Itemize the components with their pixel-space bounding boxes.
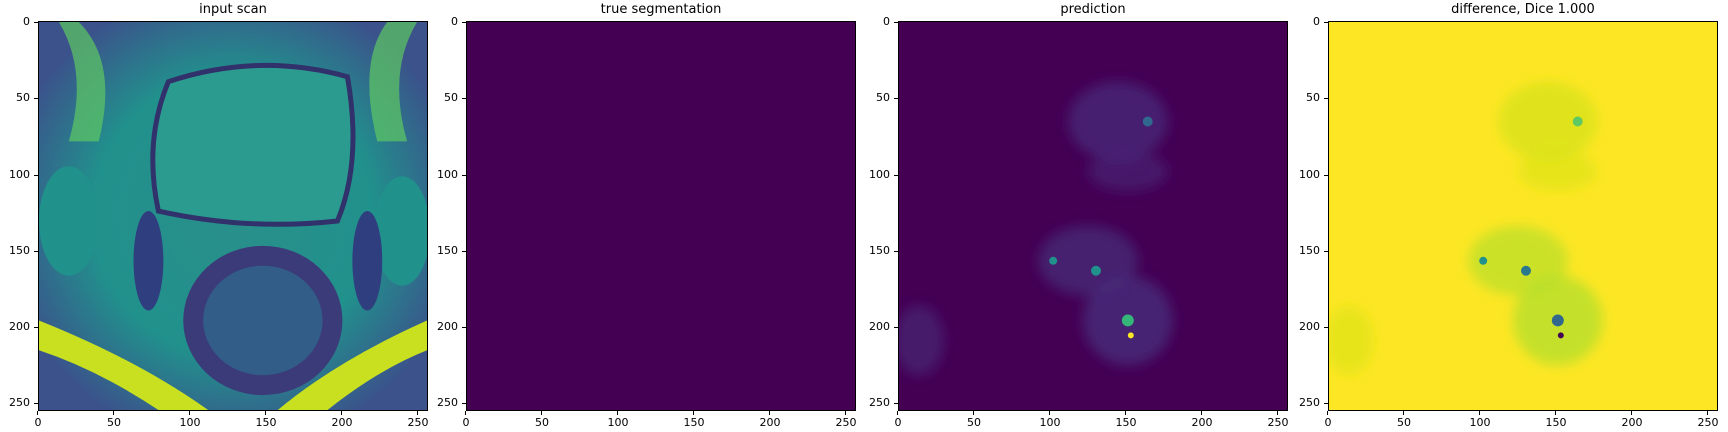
x-tick: 100 [603,411,633,429]
y-tick: 200 [428,320,466,333]
y-tick: 50 [860,91,898,104]
x-tick: 50 [99,411,129,429]
y-tick: 100 [428,168,466,181]
y-tick: 250 [0,396,38,409]
y-tick: 0 [860,15,898,28]
y-tick: 0 [1290,15,1328,28]
x-tick: 150 [1111,411,1141,429]
y-tick: 150 [1290,244,1328,257]
y-tick: 100 [0,168,38,181]
y-tick: 50 [428,91,466,104]
panel-title: true segmentation [600,2,722,17]
panel-title: difference, Dice 1.000 [1451,2,1595,17]
y-tick: 0 [0,15,38,28]
y-tick: 200 [860,320,898,333]
x-tick: 0 [451,411,481,429]
y-tick: 50 [0,91,38,104]
x-tick: 100 [175,411,205,429]
x-tick: 200 [327,411,357,429]
x-tick: 250 [403,411,433,429]
y-tick: 250 [428,396,466,409]
y-tick: 250 [860,396,898,409]
y-tick: 0 [428,15,466,28]
image-prediction [898,21,1288,411]
image-input-scan [38,21,428,411]
image-difference [1328,21,1718,411]
x-tick: 100 [1035,411,1065,429]
y-tick: 100 [860,168,898,181]
x-tick: 0 [1313,411,1343,429]
x-tick: 150 [251,411,281,429]
image-true-segmentation [466,21,856,411]
y-tick: 150 [860,244,898,257]
y-tick: 150 [428,244,466,257]
y-tick: 100 [1290,168,1328,181]
panel-title: prediction [1060,2,1126,17]
x-tick: 150 [679,411,709,429]
y-tick: 200 [1290,320,1328,333]
x-tick: 150 [1541,411,1571,429]
y-tick: 200 [0,320,38,333]
x-tick: 200 [1187,411,1217,429]
x-tick: 0 [23,411,53,429]
y-tick: 50 [1290,91,1328,104]
x-tick: 100 [1465,411,1495,429]
y-tick: 250 [1290,396,1328,409]
x-tick: 0 [883,411,913,429]
x-tick: 200 [755,411,785,429]
x-tick: 200 [1617,411,1647,429]
x-tick: 250 [831,411,861,429]
x-tick: 250 [1693,411,1723,429]
x-tick: 50 [959,411,989,429]
x-tick: 250 [1263,411,1293,429]
x-tick: 50 [1389,411,1419,429]
x-tick: 50 [527,411,557,429]
y-tick: 150 [0,244,38,257]
panel-title: input scan [199,2,267,17]
